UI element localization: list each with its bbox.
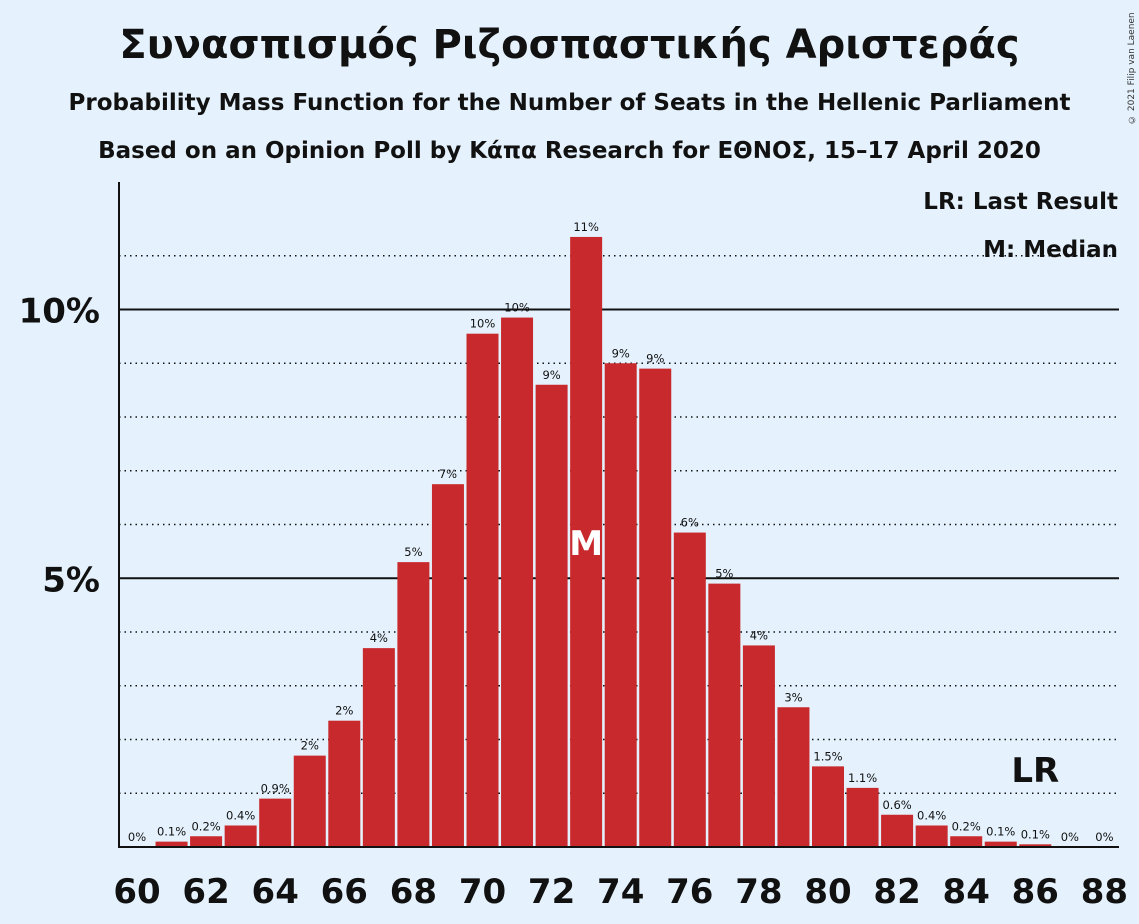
bar-seat-62 [190, 836, 223, 847]
data-label-seat-76: 6% [681, 516, 699, 530]
legend-last-result: LR: Last Result [923, 189, 1118, 215]
bar-seat-84 [950, 836, 983, 847]
data-label-seat-85: 0.1% [986, 825, 1015, 839]
data-label-seat-64: 0.9% [261, 782, 290, 796]
data-label-seat-68: 5% [404, 545, 422, 559]
data-label-seat-78: 4% [750, 628, 768, 642]
data-label-seat-66: 2% [335, 704, 353, 718]
x-tick-label: 78 [735, 872, 782, 912]
x-tick-label: 84 [943, 872, 990, 912]
y-tick-label: 10% [19, 292, 100, 332]
x-tick-label: 88 [1081, 872, 1128, 912]
chart-source-subtitle: Based on an Opinion Poll by Κάπα Researc… [98, 138, 1041, 164]
axes-group: 5% 10% 60 62 64 66 68 70 72 74 76 78 80 82 84 86 88 [19, 182, 1128, 912]
data-label-seat-86: 0.1% [1021, 827, 1050, 841]
x-tick-label: 82 [873, 872, 920, 912]
data-label-seat-88: 0% [1095, 830, 1113, 844]
bar-seat-77 [708, 583, 741, 847]
bar-seat-67 [362, 648, 395, 847]
bar-seat-70 [466, 333, 499, 847]
bar-seat-78 [742, 645, 775, 847]
bar-seat-74 [604, 363, 637, 847]
x-tick-label: 80 [804, 872, 851, 912]
bar-seat-80 [812, 766, 844, 847]
data-label-seat-82: 0.6% [882, 798, 911, 812]
data-label-seat-62: 0.2% [191, 819, 220, 833]
bar-seat-66 [328, 720, 361, 847]
data-label-seat-79: 3% [784, 690, 802, 704]
bar-seat-68 [397, 562, 430, 847]
data-label-seat-65: 2% [301, 739, 319, 753]
data-label-seat-83: 0.4% [917, 809, 946, 823]
bar-seat-73 [570, 236, 603, 847]
legend-median: M: Median [983, 237, 1118, 263]
data-label-seat-67: 4% [370, 631, 388, 645]
bar-seat-65 [293, 755, 326, 847]
data-label-seat-75: 9% [646, 352, 664, 366]
data-labels-group: 0% 0.1% 0.2% 0.4% 0.9% 2% 2% 4% 5% 7% 10% 10% 9% 11% 9… [128, 220, 1114, 844]
data-label-seat-80: 1.5% [813, 749, 842, 763]
data-label-seat-61: 0.1% [157, 825, 186, 839]
x-tick-label: 86 [1012, 872, 1059, 912]
bar-seat-86 [1019, 844, 1052, 847]
chart-subtitle: Probability Mass Function for the Number… [68, 90, 1071, 116]
x-tick-label: 68 [390, 872, 437, 912]
data-label-seat-63: 0.4% [226, 809, 255, 823]
bar-seat-71 [501, 317, 534, 847]
data-label-seat-73: 11% [573, 220, 599, 234]
data-label-seat-60: 0% [128, 830, 146, 844]
bar-seat-76 [673, 532, 706, 847]
bar-seat-75 [639, 368, 672, 847]
y-tick-label: 5% [42, 560, 100, 600]
x-tick-label: 62 [182, 872, 229, 912]
x-tick-label: 72 [528, 872, 575, 912]
data-label-seat-84: 0.2% [952, 819, 981, 833]
bar-seat-85 [984, 841, 1017, 847]
data-label-seat-87: 0% [1061, 830, 1079, 844]
chart-title: Συνασπισμός Ριζοσπαστικής Αριστεράς [119, 22, 1020, 68]
bar-seat-83 [915, 825, 948, 847]
bar-seat-63 [224, 825, 257, 847]
bar-seat-79 [777, 707, 810, 847]
data-label-seat-70: 10% [470, 317, 496, 331]
bar-seat-82 [881, 814, 914, 847]
x-tick-label: 70 [459, 872, 506, 912]
last-result-marker: LR [1011, 751, 1059, 791]
bar-seat-61 [155, 841, 188, 847]
bar-seat-64 [259, 798, 292, 847]
data-label-seat-69: 7% [439, 467, 457, 481]
data-label-seat-77: 5% [715, 567, 733, 581]
bar-seat-69 [431, 484, 464, 847]
x-tick-label: 66 [321, 872, 368, 912]
data-label-seat-72: 9% [542, 368, 560, 382]
bar-seat-81 [846, 787, 879, 847]
median-marker: M [569, 524, 603, 564]
data-label-seat-74: 9% [612, 346, 630, 360]
bars-group [155, 236, 1052, 847]
x-tick-label: 74 [597, 872, 644, 912]
data-label-seat-71: 10% [504, 301, 530, 315]
x-tick-label: 60 [113, 872, 160, 912]
data-label-seat-81: 1.1% [848, 771, 877, 785]
x-tick-label: 64 [252, 872, 299, 912]
x-tick-label: 76 [666, 872, 713, 912]
bar-seat-72 [535, 384, 568, 847]
